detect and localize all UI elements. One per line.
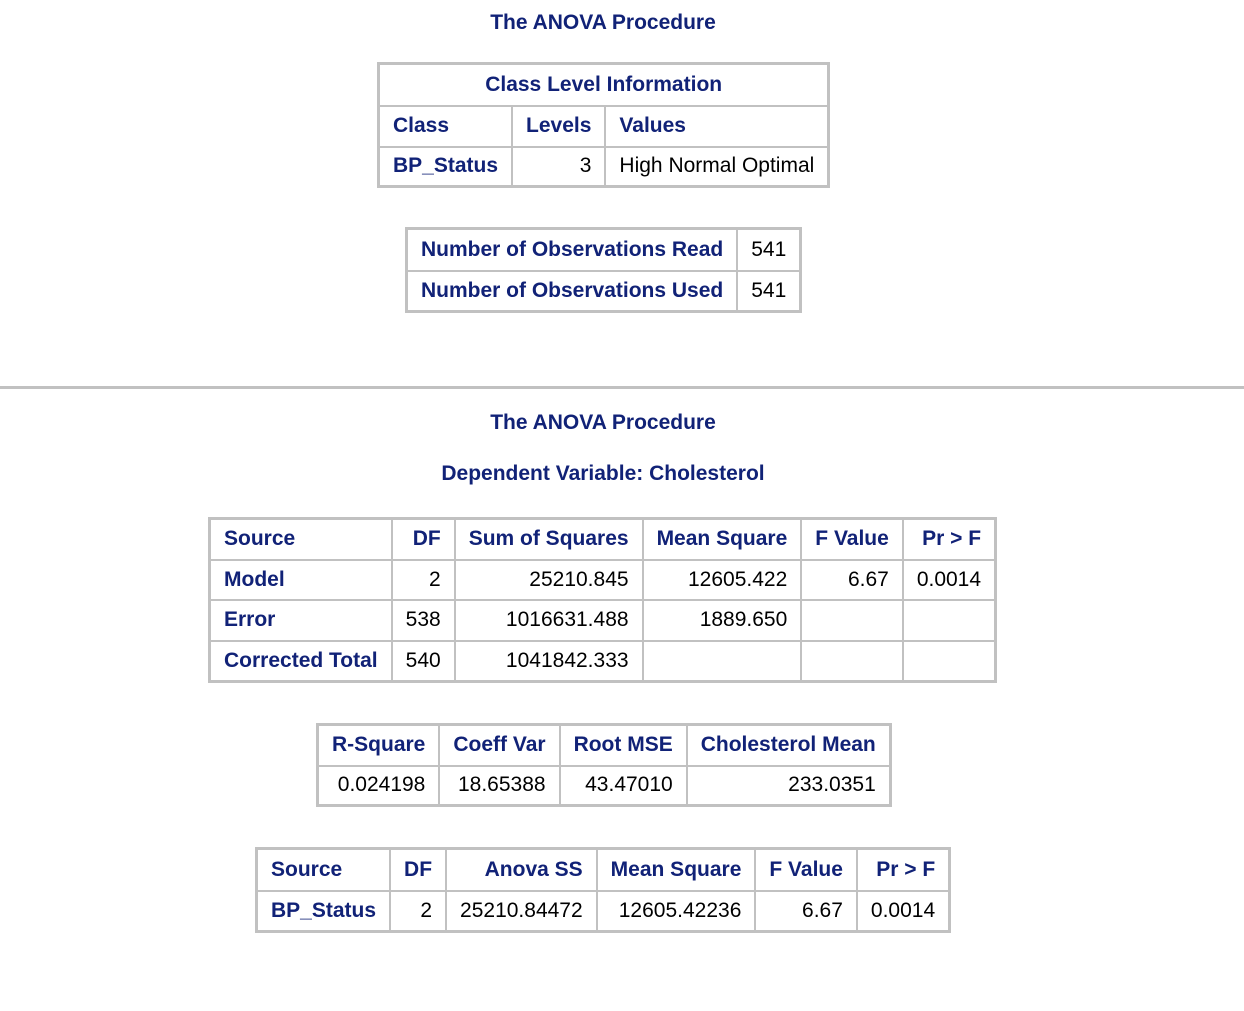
row-ss: 25210.84472 xyxy=(445,889,598,933)
class-header: Class xyxy=(377,104,514,148)
class-level-caption: Class Level Information xyxy=(377,62,830,107)
p-header: Pr > F xyxy=(901,517,997,561)
mean-header: Cholesterol Mean xyxy=(685,723,892,767)
effect-table: Source DF Anova SS Mean Square F Value P… xyxy=(255,847,952,933)
p-header: Pr > F xyxy=(855,847,951,892)
row-f xyxy=(800,598,904,642)
table-row: BP_Status 2 25210.84472 12605.42236 6.67… xyxy=(255,889,951,933)
row-p xyxy=(901,639,997,683)
row-ms: 1889.650 xyxy=(641,598,803,642)
row-p: 0.0014 xyxy=(855,889,951,933)
dependent-variable-title: Dependent Variable: Cholesterol xyxy=(441,462,765,485)
rsquare-header: R-Square xyxy=(316,723,441,767)
table-row: Model 2 25210.845 12605.422 6.67 0.0014 xyxy=(208,558,997,601)
coeffvar-value: 18.65388 xyxy=(438,764,561,807)
f-header: F Value xyxy=(754,847,858,892)
row-source: Error xyxy=(208,598,393,642)
row-source: Model xyxy=(208,558,393,601)
table-row: 0.024198 18.65388 43.47010 233.0351 xyxy=(316,764,892,807)
procedure-title-2: The ANOVA Procedure xyxy=(490,411,716,434)
levels-cell: 3 xyxy=(511,145,607,188)
row-ss: 25210.845 xyxy=(453,558,644,601)
mean-value: 233.0351 xyxy=(685,764,892,807)
row-ms xyxy=(641,639,803,683)
df-header: DF xyxy=(389,847,448,892)
values-header: Values xyxy=(604,104,830,148)
class-level-table: Class Level Information Class Levels Val… xyxy=(377,62,831,188)
rootmse-header: Root MSE xyxy=(558,723,688,767)
ms-header: Mean Square xyxy=(641,517,803,561)
observations-table: Number of Observations Read 541 Number o… xyxy=(405,227,803,313)
fit-statistics-table: R-Square Coeff Var Root MSE Cholesterol … xyxy=(316,723,892,807)
ms-header: Mean Square xyxy=(595,847,757,892)
row-source: BP_Status xyxy=(255,889,392,933)
coeffvar-header: Coeff Var xyxy=(438,723,561,767)
row-ss: 1041842.333 xyxy=(453,639,644,683)
anova-table: Source DF Sum of Squares Mean Square F V… xyxy=(208,517,998,683)
table-row: Number of Observations Used 541 xyxy=(405,269,802,313)
row-ss: 1016631.488 xyxy=(453,598,644,642)
row-source: Corrected Total xyxy=(208,639,393,683)
row-ms: 12605.42236 xyxy=(595,889,757,933)
row-df: 2 xyxy=(390,558,456,601)
levels-header: Levels xyxy=(511,104,607,148)
ss-header: Sum of Squares xyxy=(453,517,644,561)
row-df: 538 xyxy=(390,598,456,642)
table-row: Number of Observations Read 541 xyxy=(405,227,802,272)
obs-read-value: 541 xyxy=(736,227,802,272)
source-header: Source xyxy=(255,847,392,892)
rsquare-value: 0.024198 xyxy=(316,764,441,807)
row-df: 2 xyxy=(389,889,448,933)
table-row: Error 538 1016631.488 1889.650 xyxy=(208,598,997,642)
procedure-title: The ANOVA Procedure xyxy=(490,11,716,34)
row-ms: 12605.422 xyxy=(641,558,803,601)
df-header: DF xyxy=(390,517,456,561)
obs-used-value: 541 xyxy=(736,269,802,313)
source-header: Source xyxy=(208,517,393,561)
row-df: 540 xyxy=(390,639,456,683)
section-divider xyxy=(0,386,1244,389)
f-header: F Value xyxy=(800,517,904,561)
obs-read-label: Number of Observations Read xyxy=(405,227,739,272)
class-name-cell: BP_Status xyxy=(377,145,514,188)
row-p xyxy=(901,598,997,642)
values-cell: High Normal Optimal xyxy=(604,145,830,188)
rootmse-value: 43.47010 xyxy=(558,764,688,807)
row-f: 6.67 xyxy=(800,558,904,601)
row-f xyxy=(800,639,904,683)
anova-ss-header: Anova SS xyxy=(445,847,598,892)
row-f: 6.67 xyxy=(754,889,858,933)
obs-used-label: Number of Observations Used xyxy=(405,269,739,313)
table-row: Corrected Total 540 1041842.333 xyxy=(208,639,997,683)
row-p: 0.0014 xyxy=(901,558,997,601)
